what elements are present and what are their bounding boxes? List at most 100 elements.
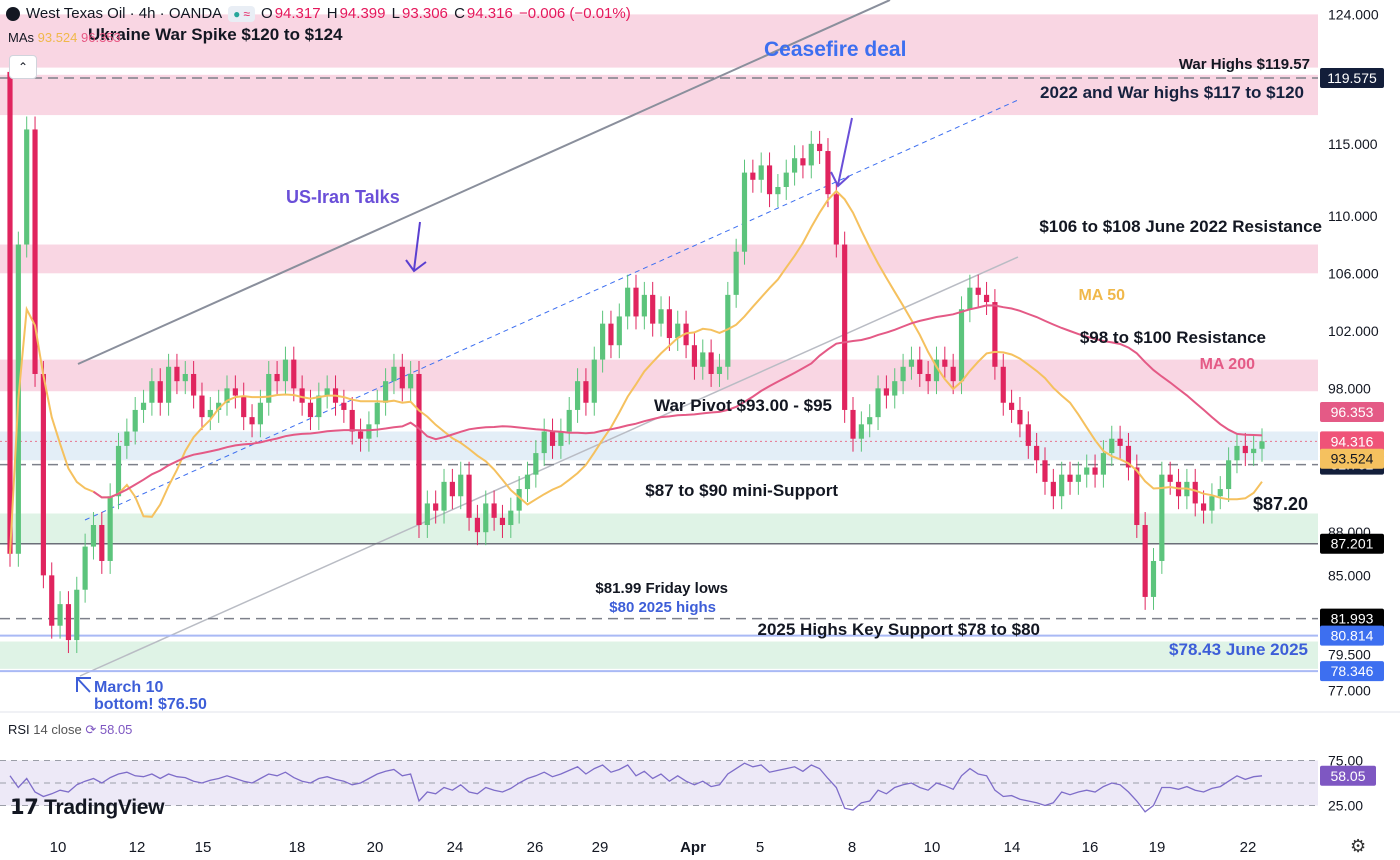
- candle: [766, 165, 773, 195]
- candle: [733, 251, 739, 295]
- ohlc-readout: O 94.317 H 94.399 L 93.306 C 94.316 −0.006 (…: [261, 5, 631, 22]
- candle: [908, 359, 915, 367]
- candle: [82, 546, 88, 590]
- candle: [925, 373, 931, 382]
- y-tick-label: 115.000: [1328, 136, 1378, 152]
- candle: [165, 366, 172, 403]
- candle: [708, 352, 714, 374]
- candle: [207, 409, 213, 418]
- x-tick-label: 15: [195, 839, 212, 856]
- candle: [725, 294, 731, 367]
- candle: [1209, 496, 1215, 511]
- candle: [1134, 467, 1140, 526]
- candle: [608, 323, 614, 346]
- candle: [349, 409, 355, 432]
- candle: [274, 373, 280, 382]
- candle: [107, 496, 113, 561]
- candle: [241, 395, 247, 418]
- candle: [1125, 445, 1132, 468]
- candle: [224, 388, 230, 403]
- candle: [1159, 474, 1165, 561]
- level-label-1: $87.20: [1253, 494, 1308, 514]
- candle: [74, 589, 80, 641]
- y-tick-label: 85.000: [1328, 567, 1371, 583]
- candle: [357, 431, 364, 439]
- zone-band-3: [0, 359, 1318, 392]
- symbol-title[interactable]: West Texas Oil · 4h · OANDA: [26, 5, 223, 22]
- candle: [1034, 445, 1040, 461]
- candle: [1226, 460, 1232, 490]
- candle: [716, 366, 723, 374]
- candle: [191, 373, 197, 396]
- price-tag-2: [1320, 448, 1384, 469]
- x-tick-label: 8: [848, 839, 856, 856]
- candle: [249, 417, 255, 425]
- candle: [32, 129, 38, 374]
- candle: [850, 409, 856, 439]
- candle: [783, 172, 789, 187]
- candle: [366, 424, 372, 439]
- market-status-icon[interactable]: ● ≈: [228, 5, 256, 22]
- y-tick-label: 79.500: [1328, 646, 1371, 662]
- candle: [1000, 366, 1006, 403]
- candle: [566, 409, 572, 432]
- x-tick-label: 10: [50, 839, 67, 856]
- annotation-ceasefire: Ceasefire deal: [764, 38, 906, 61]
- candle: [499, 517, 506, 526]
- candle: [1075, 474, 1081, 482]
- candle: [282, 359, 289, 382]
- candle: [424, 503, 430, 526]
- ma200-legend-value: 96.353: [81, 30, 121, 45]
- candle: [867, 417, 873, 425]
- rsi-line: [9, 762, 1263, 813]
- x-tick-label: 14: [1004, 839, 1021, 856]
- candle: [641, 294, 647, 317]
- candle: [24, 129, 30, 245]
- candle: [1217, 489, 1223, 497]
- candle: [1084, 467, 1090, 475]
- candle: [99, 525, 105, 561]
- rsi-legend[interactable]: RSI 14 close ⟳ 58.05: [8, 722, 133, 737]
- chart-header: West Texas Oil · 4h · OANDA ● ≈ O 94.317 H…: [6, 5, 633, 22]
- candle: [1142, 525, 1148, 597]
- candle: [1242, 445, 1248, 454]
- zone-label-5: $87 to $90 mini-Support: [645, 481, 838, 500]
- candle: [983, 294, 990, 303]
- x-tick-label: 19: [1149, 839, 1166, 856]
- candle: [883, 388, 889, 396]
- candle: [491, 503, 497, 518]
- candle: [917, 359, 923, 374]
- x-tick-label: 29: [592, 839, 609, 856]
- candle: [299, 388, 305, 403]
- candle: [341, 402, 347, 410]
- mas-legend[interactable]: MAs 93.524 96.353: [8, 30, 121, 45]
- candle: [65, 604, 72, 641]
- ma50-legend-value: 93.524: [37, 30, 78, 45]
- x-tick-label: 26: [527, 839, 544, 856]
- candle: [232, 388, 238, 396]
- collapse-legend-button[interactable]: ⌃: [9, 55, 37, 79]
- zone-band-6: [0, 641, 1318, 669]
- zone-band-0: [0, 14, 1318, 68]
- candle: [474, 517, 481, 533]
- y-tick-label: 106.000: [1328, 265, 1379, 281]
- candle: [90, 525, 97, 547]
- candle: [316, 395, 322, 418]
- candle: [625, 287, 631, 317]
- candle: [933, 359, 940, 382]
- candle: [549, 431, 556, 446]
- candle: [1234, 445, 1240, 461]
- candle: [307, 402, 314, 418]
- candle: [7, 71, 13, 554]
- candle: [975, 287, 981, 295]
- x-tick-label: 24: [447, 839, 464, 856]
- candle: [1017, 409, 1023, 425]
- candle: [416, 373, 422, 526]
- candle: [825, 151, 831, 195]
- settings-gear-icon[interactable]: ⚙: [1350, 836, 1367, 856]
- candle: [1167, 474, 1173, 482]
- candle: [633, 287, 639, 317]
- level-label-0: War Highs $119.57: [1179, 56, 1310, 73]
- candle: [900, 366, 906, 382]
